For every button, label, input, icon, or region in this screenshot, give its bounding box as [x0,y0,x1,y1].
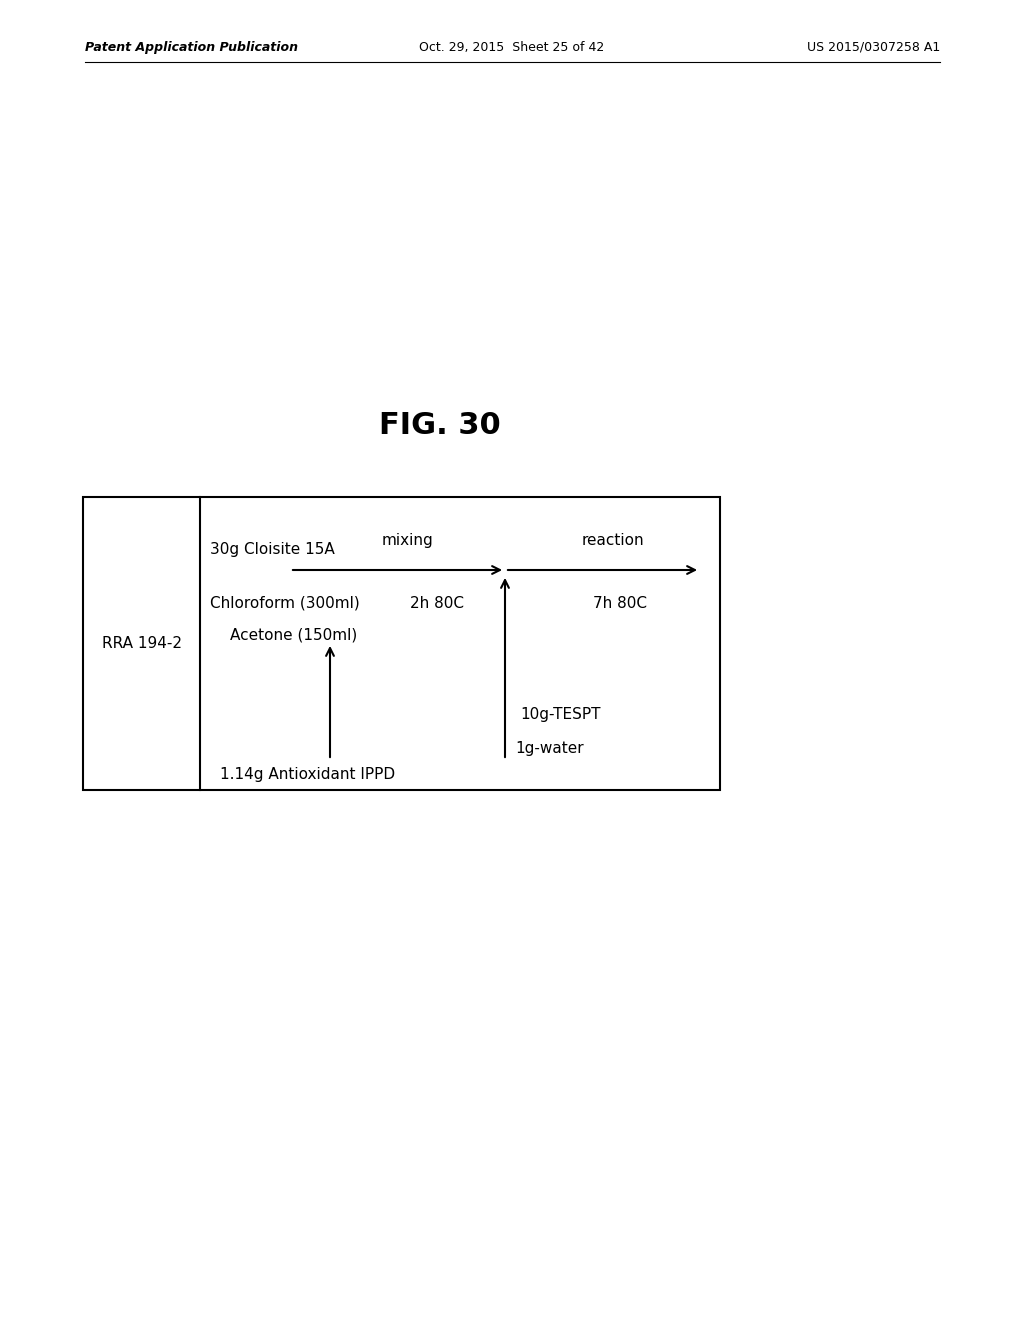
Text: 7h 80C: 7h 80C [593,595,647,610]
Text: RRA 194-2: RRA 194-2 [101,636,181,651]
Text: mixing: mixing [382,533,433,548]
Bar [83,498,720,789]
Text: FIG. 30: FIG. 30 [379,411,501,440]
Text: Acetone (150ml): Acetone (150ml) [230,627,357,643]
Text: 2h 80C: 2h 80C [410,595,464,610]
Text: 1g-water: 1g-water [515,741,584,755]
Text: 30g Cloisite 15A: 30g Cloisite 15A [210,543,335,557]
Text: Chloroform (300ml): Chloroform (300ml) [210,595,359,610]
Text: 1.14g Antioxidant IPPD: 1.14g Antioxidant IPPD [220,767,395,783]
Text: Patent Application Publication: Patent Application Publication [85,41,298,54]
Text: US 2015/0307258 A1: US 2015/0307258 A1 [807,41,940,54]
Text: reaction: reaction [582,533,644,548]
Text: Oct. 29, 2015  Sheet 25 of 42: Oct. 29, 2015 Sheet 25 of 42 [420,41,604,54]
Text: 10g-TESPT: 10g-TESPT [520,708,600,722]
